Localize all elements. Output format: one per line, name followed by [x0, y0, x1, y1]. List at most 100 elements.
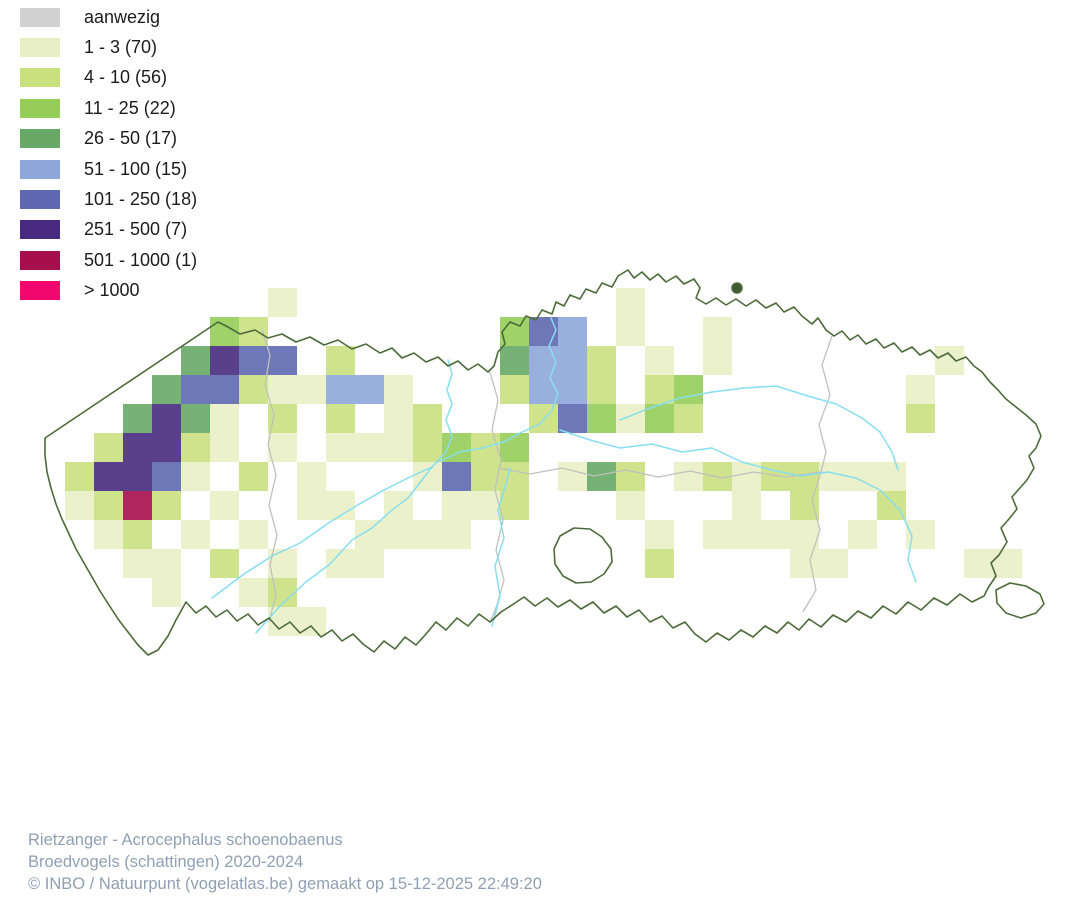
atlas-grid-cell [268, 433, 297, 462]
province-border-westfl-eastfl [261, 329, 278, 623]
atlas-grid-cell [500, 375, 529, 404]
atlas-grid-cell [123, 433, 152, 462]
atlas-grid-cell [761, 520, 790, 549]
atlas-grid-cell [239, 462, 268, 491]
atlas-grid-cell [123, 549, 152, 578]
atlas-grid-cell [384, 375, 413, 404]
atlas-grid-cell [790, 491, 819, 520]
legend-swatch [20, 7, 60, 27]
atlas-grid-cell [558, 317, 587, 346]
atlas-grid-cell [152, 404, 181, 433]
legend-label: 101 - 250 (18) [84, 189, 198, 210]
atlas-grid-cell [471, 491, 500, 520]
legend-label: 501 - 1000 (1) [84, 249, 198, 270]
legend-item: 1 - 3 (70) [20, 32, 197, 62]
atlas-grid-cell [906, 375, 935, 404]
atlas-grid-cell [558, 375, 587, 404]
region-outlines [44, 269, 1045, 656]
river-leie [211, 466, 433, 599]
atlas-grid-cell [529, 346, 558, 375]
legend: aanwezig 1 - 3 (70) 4 - 10 (56) 11 - 25 (22… [20, 2, 197, 306]
atlas-grid-cell [65, 491, 94, 520]
atlas-grid-cell [877, 462, 906, 491]
legend-item: 51 - 100 (15) [20, 154, 197, 184]
legend-item: > 1000 [20, 276, 197, 306]
legend-item: 101 - 250 (18) [20, 184, 197, 214]
legend-swatch [20, 68, 60, 88]
atlas-grid-cell [326, 375, 355, 404]
atlas-grid-cell [703, 317, 732, 346]
caption-copyright: © INBO / Natuurpunt (vogelatlas.be) gema… [28, 875, 542, 893]
legend-item: 251 - 500 (7) [20, 215, 197, 245]
atlas-grid-cell [413, 433, 442, 462]
atlas-grid-cell [529, 317, 558, 346]
legend-label: 251 - 500 (7) [84, 219, 188, 240]
atlas-grid-cell [326, 346, 355, 375]
atlas-grid-cell [442, 520, 471, 549]
atlas-grid-cell [906, 404, 935, 433]
legend-swatch [20, 129, 60, 149]
atlas-grid-cell [152, 375, 181, 404]
atlas-grid-cell [674, 462, 703, 491]
atlas-grid-cell [268, 288, 297, 317]
atlas-grid-cell [964, 549, 993, 578]
atlas-grid-cell [326, 433, 355, 462]
atlas-grid-cell [384, 520, 413, 549]
atlas-grid-cell [210, 433, 239, 462]
atlas-grid-cell [239, 375, 268, 404]
atlas-grid-cell [181, 520, 210, 549]
atlas-grid-cell [210, 346, 239, 375]
atlas-grid-cell [94, 491, 123, 520]
atlas-grid-cell [732, 491, 761, 520]
province-border-antwerp-limburg [818, 335, 833, 473]
legend-item: 4 - 10 (56) [20, 63, 197, 93]
atlas-grid-cell [123, 462, 152, 491]
atlas-grid-cell [297, 462, 326, 491]
atlas-grid-cell [181, 375, 210, 404]
atlas-grid-cell [500, 433, 529, 462]
legend-item: 501 - 1000 (1) [20, 245, 197, 275]
atlas-grid-cell [732, 520, 761, 549]
atlas-grid-cell [529, 375, 558, 404]
atlas-grid-cell [210, 404, 239, 433]
atlas-grid-cell [355, 520, 384, 549]
atlas-grid-cell [239, 520, 268, 549]
river-nete-kempen-canal [619, 385, 899, 471]
atlas-grid-cell [123, 491, 152, 520]
legend-label: 1 - 3 (70) [84, 37, 158, 58]
atlas-grid-cell [993, 549, 1022, 578]
atlas-grid-cell [123, 520, 152, 549]
atlas-grid-cell [790, 549, 819, 578]
atlas-grid-cell [268, 578, 297, 607]
atlas-grid-cell [181, 462, 210, 491]
atlas-grid-cell [326, 404, 355, 433]
atlas-grid-cell [210, 375, 239, 404]
baarle-hertog-dot [731, 282, 743, 294]
atlas-grid-cell [645, 346, 674, 375]
canal-ghent-terneuzen [431, 359, 453, 468]
atlas-grid-cell [413, 520, 442, 549]
river-dender [491, 467, 511, 627]
atlas-grid-cell [181, 433, 210, 462]
atlas-grid-cell [587, 462, 616, 491]
atlas-grid-cell [587, 346, 616, 375]
atlas-grid-cell [616, 404, 645, 433]
atlas-grid-cell [239, 317, 268, 346]
atlas-grid-cell [500, 462, 529, 491]
atlas-grid-cell [819, 549, 848, 578]
brussels-enclave-outline [553, 527, 613, 584]
atlas-grid-cell [210, 549, 239, 578]
caption-survey: Broedvogels (schattingen) 2020-2024 [28, 853, 304, 871]
legend-swatch [20, 98, 60, 118]
legend-label: 4 - 10 (56) [84, 67, 168, 88]
atlas-grid-cell [587, 375, 616, 404]
legend-label: aanwezig [84, 6, 161, 27]
atlas-grid-cell [94, 462, 123, 491]
atlas-grid-cell [616, 317, 645, 346]
atlas-grid-cell [239, 346, 268, 375]
river-demer-albert-canal [559, 429, 917, 583]
atlas-grid-cell [413, 404, 442, 433]
atlas-grid-cell [703, 346, 732, 375]
legend-item: 11 - 25 (22) [20, 93, 197, 123]
